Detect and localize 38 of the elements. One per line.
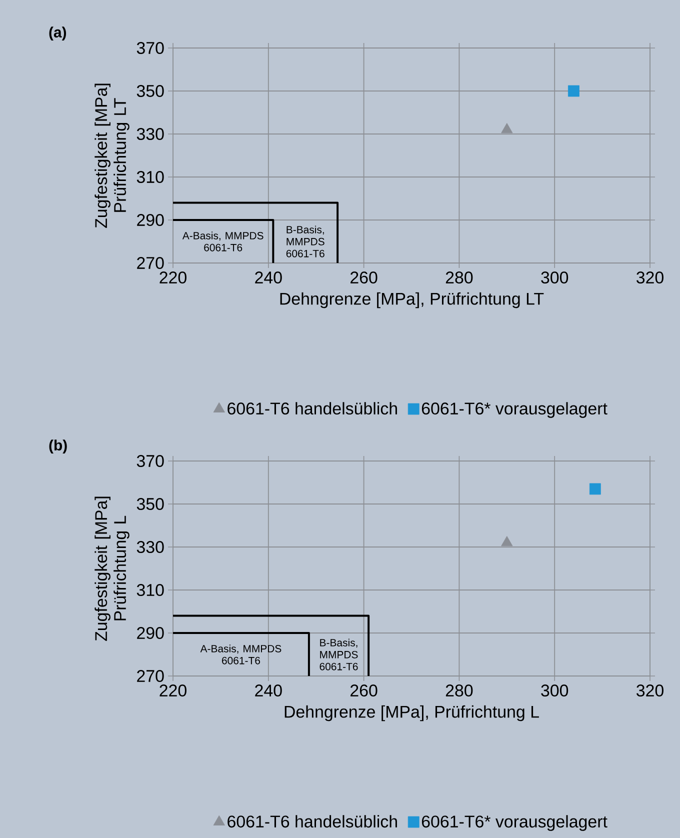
x-tick-label: 320 xyxy=(636,684,664,697)
chart-title: (b) xyxy=(49,440,67,454)
y-tick-label: 370 xyxy=(136,42,164,54)
y-tick-label: 370 xyxy=(136,455,164,467)
legend-label: 6061-T6 handelsüblich xyxy=(228,402,397,415)
x-tick-label: 300 xyxy=(541,684,568,697)
y-tick-label: 350 xyxy=(136,498,164,510)
annotation: A-Basis, MMPDS 6061-T6 xyxy=(200,644,282,664)
y-tick-label: 290 xyxy=(137,214,164,226)
y-tick-label: 310 xyxy=(136,170,164,183)
legend-label: 6061-T6* vorausgelagert xyxy=(422,815,608,831)
x-tick-label: 280 xyxy=(446,684,473,697)
y-tick-label: 290 xyxy=(137,627,164,639)
annotation: A-Basis, MMPDS 6061-T6 xyxy=(182,232,264,252)
x-tick-label: 260 xyxy=(350,684,378,697)
y-tick-label: 350 xyxy=(136,84,164,97)
x-axis-title: Dehngrenze [MPa], Prüfrichtung LT xyxy=(280,292,544,308)
y-tick-label: 330 xyxy=(136,541,164,553)
annotation: B-Basis, MMPDS 6061-T6 xyxy=(286,226,324,258)
x-tick-label: 240 xyxy=(255,272,282,284)
y-axis-title: Zugfestigkeit [MPa] Prüfrichtung L xyxy=(94,496,130,641)
chart-title: (a) xyxy=(49,26,66,40)
annotation: B-Basis, MMPDS 6061-T6 xyxy=(320,638,358,670)
x-axis-title: Dehngrenze [MPa], Prüfrichtung L xyxy=(284,705,539,722)
x-tick-label: 220 xyxy=(160,684,186,697)
x-tick-label: 220 xyxy=(160,272,186,284)
x-tick-label: 260 xyxy=(350,272,378,284)
x-tick-label: 240 xyxy=(255,684,282,697)
x-tick-label: 280 xyxy=(446,272,473,284)
x-tick-label: 320 xyxy=(636,272,664,284)
legend-label: 6061-T6 handelsüblich xyxy=(228,815,397,828)
legend-label: 6061-T6* vorausgelagert xyxy=(422,402,608,418)
x-tick-label: 300 xyxy=(541,272,568,284)
y-tick-label: 270 xyxy=(137,670,164,682)
y-tick-label: 310 xyxy=(136,584,164,596)
y-axis-title: Zugfestigkeit [MPa] Prüfrichtung LT xyxy=(94,84,130,228)
y-tick-label: 330 xyxy=(136,128,164,140)
y-tick-label: 270 xyxy=(137,256,164,269)
